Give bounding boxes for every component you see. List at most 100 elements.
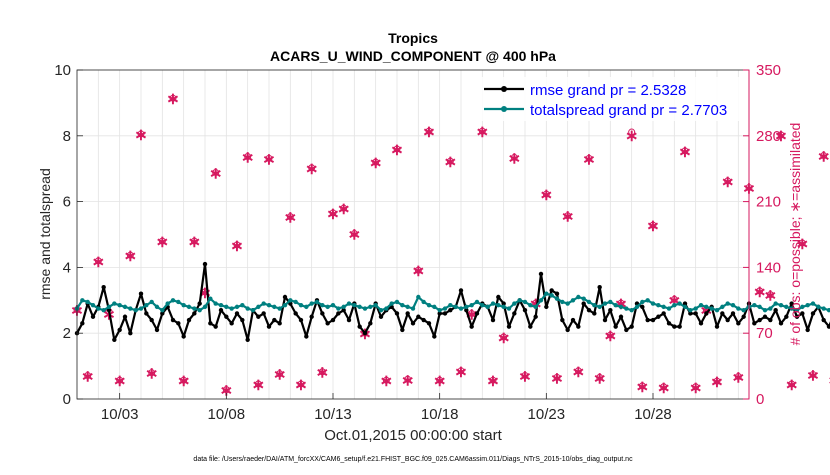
totalspread-marker xyxy=(309,301,314,306)
rmse-marker xyxy=(810,311,816,316)
totalspread-marker xyxy=(96,306,101,311)
rmse-marker xyxy=(309,314,314,319)
totalspread-marker xyxy=(522,299,528,305)
rmse-marker xyxy=(341,307,346,313)
legend-rmse-marker xyxy=(501,86,507,92)
obs-assimilated-marker: ∗ xyxy=(412,263,425,280)
obs-possible-marker xyxy=(286,213,294,221)
obs-possible-marker xyxy=(542,190,550,198)
obs-assimilated-marker: ∗ xyxy=(284,210,297,227)
obs-possible-marker xyxy=(446,157,454,165)
rmse-marker xyxy=(752,321,757,326)
totalspread-marker xyxy=(570,298,576,303)
obs-assimilated-marker: ∗ xyxy=(486,373,499,390)
rmse-marker xyxy=(613,324,618,329)
obs-possible-marker xyxy=(297,380,305,388)
obs-assimilated-marker: ∗ xyxy=(124,248,137,265)
obs-assimilated-marker: ∗ xyxy=(305,161,318,178)
totalspread-marker xyxy=(186,304,192,310)
rmse-marker xyxy=(80,321,85,326)
obs-possible-marker xyxy=(681,147,689,155)
totalspread-marker xyxy=(698,303,704,308)
totalspread-marker xyxy=(592,303,597,308)
totalspread-marker xyxy=(693,306,698,311)
rmse-marker xyxy=(730,311,736,316)
y-axis-label-right: # of obs: o=possible; ∗=assimilated xyxy=(787,123,803,346)
rmse-marker xyxy=(794,314,800,319)
obs-possible-marker xyxy=(713,377,721,385)
rmse-marker xyxy=(325,321,330,326)
rmse-marker xyxy=(474,311,480,316)
y-axis-label-left: rmse and totalspread xyxy=(37,168,53,300)
totalspread-marker xyxy=(170,298,176,303)
rmse-marker xyxy=(768,317,773,323)
obs-possible-marker xyxy=(414,266,422,274)
obs-possible-marker xyxy=(212,168,220,176)
totalspread-marker xyxy=(725,301,730,306)
obs-assimilated-marker: ∗ xyxy=(796,236,809,253)
obs-assimilated-marker: ∗ xyxy=(230,238,243,255)
totalspread-marker xyxy=(634,304,640,310)
y-tick-label-left: 6 xyxy=(63,194,71,211)
obs-assimilated-marker: ∗ xyxy=(177,373,190,390)
totalspread-marker xyxy=(314,299,320,305)
obs-possible-marker xyxy=(190,237,198,245)
rmse-marker xyxy=(448,307,453,313)
obs-assimilated-marker: ∗ xyxy=(476,124,489,141)
rmse-marker xyxy=(789,301,794,306)
totalspread-marker xyxy=(528,303,533,308)
totalspread-marker xyxy=(533,304,538,310)
rmse-marker xyxy=(426,321,432,326)
rmse-marker xyxy=(192,311,197,316)
obs-possible-marker xyxy=(137,130,145,138)
obs-assimilated-marker: ∗ xyxy=(220,383,233,400)
totalspread-marker xyxy=(496,303,501,308)
rmse-marker xyxy=(421,317,426,323)
totalspread-marker xyxy=(576,294,581,300)
totalspread-marker xyxy=(810,301,816,306)
obs-assimilated-marker: ∗ xyxy=(817,149,830,166)
totalspread-marker xyxy=(400,303,405,308)
totalspread-marker xyxy=(394,299,400,305)
totalspread-marker xyxy=(544,291,549,296)
totalspread-marker xyxy=(202,304,208,310)
rmse-marker xyxy=(154,327,160,333)
x-tick-label: 10/18 xyxy=(421,406,459,423)
totalspread-marker xyxy=(80,298,85,303)
totalspread-marker xyxy=(330,303,336,308)
obs-assimilated-marker: ∗ xyxy=(785,377,798,394)
totalspread-marker xyxy=(666,306,672,311)
obs-possible-marker xyxy=(692,383,700,391)
x-tick-label: 10/08 xyxy=(208,406,246,423)
obs-assimilated-marker: ∗ xyxy=(678,144,691,161)
rmse-marker xyxy=(672,324,677,329)
totalspread-marker xyxy=(208,296,213,301)
rmse-marker xyxy=(506,324,512,329)
rmse-marker xyxy=(256,314,261,319)
x-tick-label: 10/03 xyxy=(101,406,139,423)
rmse-marker xyxy=(128,331,133,336)
obs-assimilated-marker: ∗ xyxy=(113,373,126,390)
obs-assimilated-marker: ∗ xyxy=(156,234,169,251)
obs-assimilated-marker: ∗ xyxy=(636,379,649,396)
legend-spread-marker xyxy=(501,106,507,112)
rmse-marker xyxy=(544,304,549,310)
rmse-marker xyxy=(234,311,240,316)
totalspread-marker xyxy=(426,303,432,308)
totalspread-marker xyxy=(176,299,181,305)
obs-possible-marker xyxy=(404,375,412,383)
obs-possible-marker xyxy=(788,380,796,388)
rmse-marker xyxy=(106,307,112,313)
obs-possible-marker xyxy=(94,257,102,265)
obs-assimilated-marker: ∗ xyxy=(444,154,457,171)
rmse-marker xyxy=(298,317,304,323)
obs-assimilated-marker: ∗ xyxy=(92,254,105,271)
totalspread-marker xyxy=(197,307,202,313)
obs-possible-marker xyxy=(361,329,369,337)
obs-possible-marker xyxy=(126,251,134,259)
totalspread-marker xyxy=(234,304,240,310)
rmse-marker xyxy=(437,311,442,316)
obs-assimilated-marker: ∗ xyxy=(764,288,777,305)
totalspread-marker xyxy=(730,303,736,308)
totalspread-marker xyxy=(341,304,346,310)
